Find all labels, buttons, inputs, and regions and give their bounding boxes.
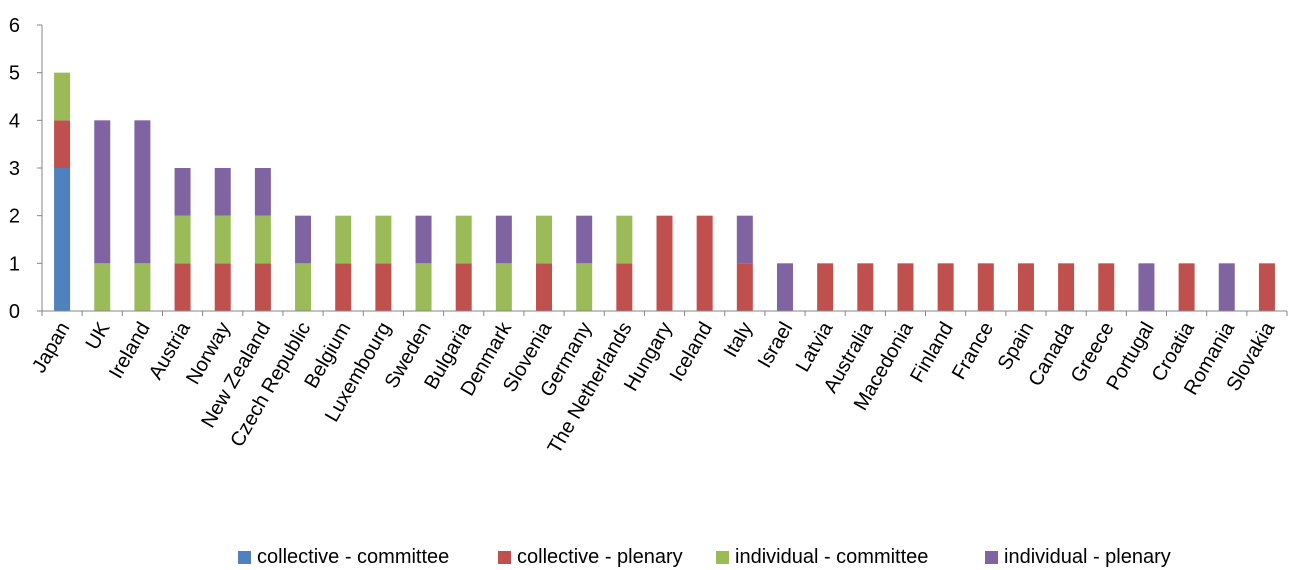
bar-segment xyxy=(857,263,874,311)
bar-segment xyxy=(214,263,231,311)
bar-segment xyxy=(616,263,633,311)
x-tick-label: Japan xyxy=(28,319,74,377)
legend-label: collective - plenary xyxy=(517,545,683,568)
bar-segment xyxy=(495,215,512,264)
bar-segment xyxy=(817,263,834,311)
legend-swatch-collective-plenary xyxy=(498,550,511,564)
bar-segment xyxy=(295,215,312,264)
bar-segment xyxy=(656,215,673,311)
legend-item-collective-committee: collective - committee xyxy=(238,546,449,568)
y-tick-label: 1 xyxy=(9,253,20,275)
bar-segment xyxy=(1218,263,1235,311)
bar-segment xyxy=(134,263,151,311)
bar-segment xyxy=(295,263,312,311)
bar-segment xyxy=(254,263,271,311)
axes-layer xyxy=(37,24,1288,316)
bar-segment xyxy=(254,215,271,264)
y-tick-label: 4 xyxy=(9,110,20,132)
legend-item-collective-plenary: collective - plenary xyxy=(498,546,683,568)
y-tick-labels: 0 1 2 3 4 5 6 xyxy=(9,15,20,323)
legend-label: individual - plenary xyxy=(1004,545,1171,568)
legend-item-individual-committee: individual - committee xyxy=(716,546,928,568)
bar-segment xyxy=(1098,263,1115,311)
bar-segment xyxy=(1058,263,1075,311)
y-tick-label: 6 xyxy=(9,15,20,37)
bar-segment xyxy=(94,263,111,311)
bar-segment xyxy=(335,215,352,264)
bar-segment xyxy=(455,215,472,264)
bar-segment xyxy=(375,263,392,311)
bar-segment xyxy=(134,120,151,264)
legend-swatch-collective-committee xyxy=(238,550,251,564)
bar-segment xyxy=(1258,263,1275,311)
legend: collective - committee collective - plen… xyxy=(0,546,1289,570)
bar-segment xyxy=(977,263,994,311)
legend-item-individual-plenary: individual - plenary xyxy=(985,546,1171,568)
legend-swatch-individual-committee xyxy=(716,550,729,564)
y-tick-label: 3 xyxy=(9,158,20,180)
bar-segment xyxy=(375,215,392,264)
bar-segment xyxy=(335,263,352,311)
legend-label: collective - committee xyxy=(257,545,450,568)
bar-segment xyxy=(415,215,432,264)
bar-segment xyxy=(736,215,753,264)
bar-segment xyxy=(776,263,793,311)
y-tick-label: 0 xyxy=(9,301,20,323)
x-tick-label: Italy xyxy=(720,319,757,362)
bar-segment xyxy=(696,215,713,311)
x-tick-label: UK xyxy=(82,318,115,354)
bar-segment xyxy=(214,215,231,264)
bar-segment xyxy=(254,168,271,216)
bar-segment xyxy=(94,120,111,264)
bar-segment xyxy=(576,263,593,311)
bar-segment xyxy=(455,263,472,311)
bar-segment xyxy=(937,263,954,311)
bar-segment xyxy=(214,168,231,216)
legend-label: individual - committee xyxy=(735,545,929,568)
bar-segment xyxy=(1178,263,1195,311)
bar-segment xyxy=(495,263,512,311)
bar-segment xyxy=(1138,263,1155,311)
bar-segment xyxy=(54,168,71,311)
bar-segment xyxy=(736,263,753,311)
bar-segment xyxy=(54,72,71,121)
bar-segment xyxy=(536,215,553,264)
bar-segment xyxy=(536,263,553,311)
bar-segment xyxy=(174,168,191,216)
bar-segment xyxy=(897,263,914,311)
y-tick-label: 5 xyxy=(9,63,20,85)
bar-segment xyxy=(54,120,71,168)
bar-segment xyxy=(576,215,593,264)
legend-swatch-individual-plenary xyxy=(985,550,998,564)
bar-segment xyxy=(616,215,633,264)
bars-layer xyxy=(54,72,1275,311)
bar-segment xyxy=(174,263,191,311)
bar-segment xyxy=(1017,263,1034,311)
bar-segment xyxy=(415,263,432,311)
x-tick-label: Israel xyxy=(754,319,798,372)
y-tick-label: 2 xyxy=(9,206,20,228)
bar-segment xyxy=(174,215,191,264)
